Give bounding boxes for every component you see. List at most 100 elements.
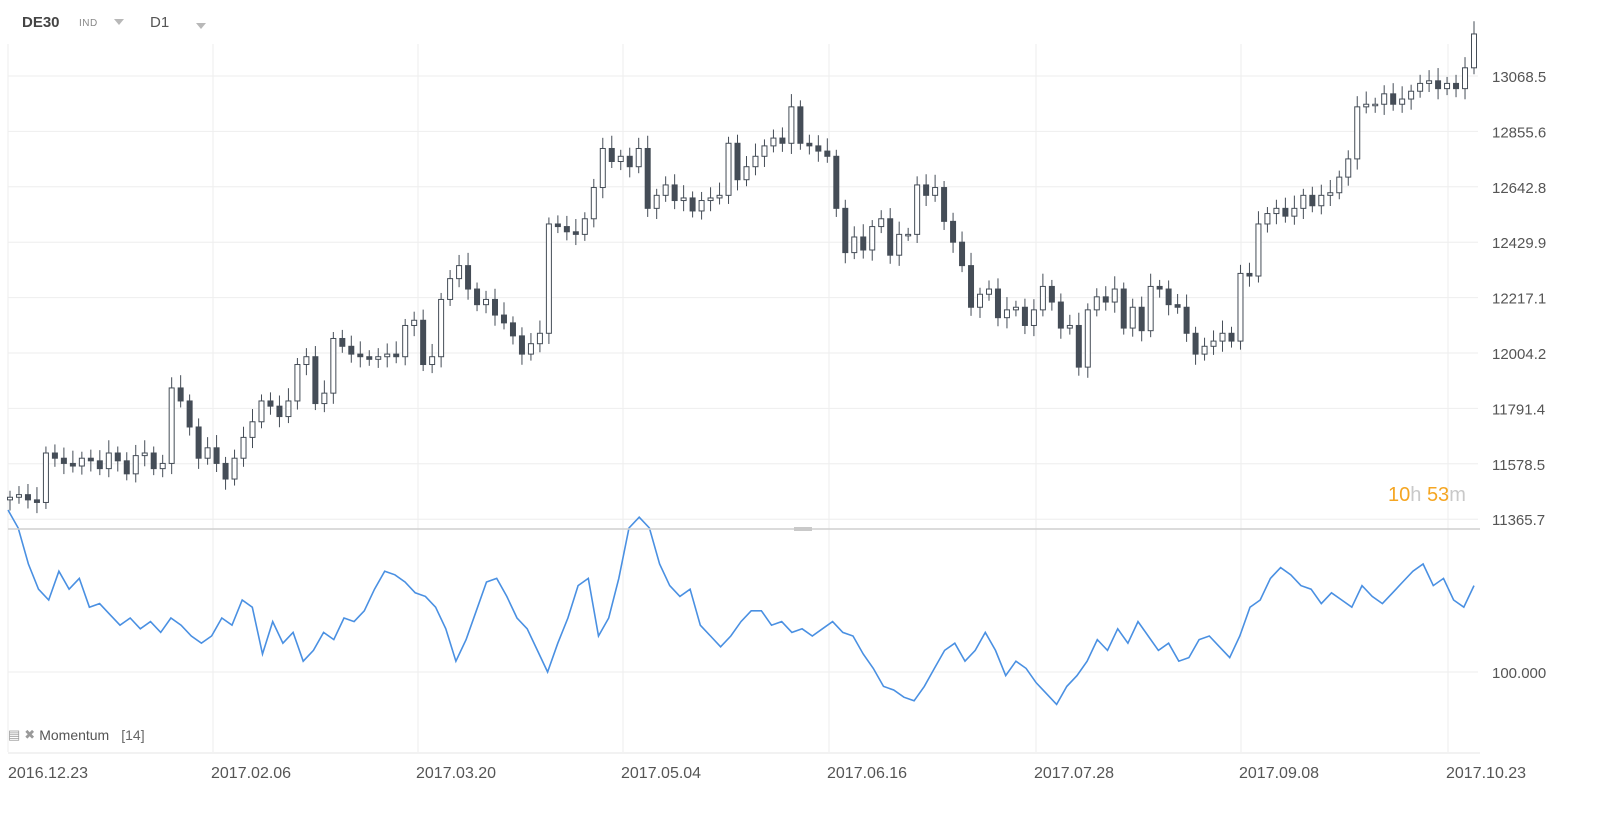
time-tick-label: 2016.12.23 xyxy=(8,765,88,782)
candle xyxy=(806,134,813,155)
candle xyxy=(114,446,121,472)
candle xyxy=(635,137,642,174)
candle xyxy=(420,309,427,372)
candle xyxy=(1318,184,1325,215)
candle xyxy=(896,221,903,266)
candle xyxy=(527,333,534,361)
timeframe-dropdown-icon[interactable] xyxy=(196,23,206,29)
chart-toolbar: DE30 IND D1 xyxy=(0,0,1617,44)
candle xyxy=(689,191,696,218)
candle xyxy=(779,127,786,152)
time-tick-label: 2017.06.16 xyxy=(827,765,907,782)
candle xyxy=(141,440,148,467)
candle xyxy=(500,302,507,330)
candle xyxy=(833,149,840,217)
instrument-type-label[interactable]: IND xyxy=(79,18,98,29)
candle xyxy=(51,444,58,467)
candle xyxy=(195,418,202,469)
price-tick-label: 12004.2 xyxy=(1492,346,1546,363)
pane-resize-handle[interactable] xyxy=(794,527,812,531)
candle xyxy=(644,135,651,217)
candle xyxy=(860,224,867,259)
candle xyxy=(1363,91,1370,114)
candle xyxy=(1273,199,1280,225)
candle xyxy=(1345,150,1352,186)
indicator-close-icon[interactable]: ✖ xyxy=(24,727,36,742)
candle xyxy=(258,394,265,429)
candle xyxy=(1102,286,1109,311)
candle xyxy=(1156,279,1163,298)
candle xyxy=(1237,264,1244,350)
candle xyxy=(42,446,49,509)
price-tick-label: 13068.5 xyxy=(1492,69,1546,86)
price-tick-label: 12217.1 xyxy=(1492,291,1546,308)
symbol-label[interactable]: DE30 xyxy=(22,14,60,31)
candle xyxy=(240,426,247,467)
candle xyxy=(357,341,364,368)
candle xyxy=(483,290,490,314)
candle xyxy=(1201,337,1208,361)
candle xyxy=(626,147,633,178)
candle xyxy=(1282,197,1289,223)
candle xyxy=(905,227,912,241)
candle xyxy=(608,135,615,169)
momentum-line xyxy=(7,509,1475,706)
candle xyxy=(33,487,40,514)
candle xyxy=(438,292,445,368)
candle xyxy=(572,219,579,246)
candle xyxy=(851,226,858,260)
price-tick-label: 12642.8 xyxy=(1492,180,1546,197)
candle xyxy=(465,252,472,300)
candle xyxy=(1147,273,1154,338)
candle xyxy=(1381,85,1388,115)
candle xyxy=(1165,280,1172,316)
timeframe-selector[interactable]: D1 xyxy=(150,14,170,31)
candle xyxy=(590,178,597,228)
price-tick-label: 12429.9 xyxy=(1492,235,1546,252)
candle xyxy=(959,231,966,273)
price-tick-label: 12855.6 xyxy=(1492,124,1546,141)
price-tick-label: 11365.7 xyxy=(1492,512,1545,529)
candlestick-series xyxy=(7,21,1477,514)
candle xyxy=(330,331,337,404)
candle xyxy=(60,447,67,475)
candle xyxy=(581,212,588,241)
candle xyxy=(1174,293,1181,314)
candle xyxy=(1192,326,1199,365)
countdown-minutes: 53 xyxy=(1426,484,1450,506)
candle xyxy=(878,210,885,234)
candle xyxy=(249,409,256,449)
countdown-minutes-unit: m xyxy=(1449,484,1466,506)
countdown-hours: 10 xyxy=(1388,484,1411,506)
candle xyxy=(168,377,175,475)
candle xyxy=(994,278,1001,327)
candle xyxy=(1129,298,1136,337)
candle xyxy=(213,435,220,473)
candle xyxy=(1399,86,1406,113)
time-axis: 2016.12.23 2017.02.06 2017.03.20 2017.05.04… xyxy=(8,765,1526,782)
candle xyxy=(366,350,373,366)
candle xyxy=(887,208,894,264)
instrument-dropdown-icon[interactable] xyxy=(114,19,124,25)
candle xyxy=(1453,74,1460,98)
candle xyxy=(1264,207,1271,233)
candle xyxy=(339,329,346,353)
candle xyxy=(402,318,409,366)
candle xyxy=(977,287,984,318)
candle xyxy=(788,94,795,154)
candle xyxy=(1219,320,1226,352)
candle xyxy=(285,388,292,424)
indicator-legend: ▤ ✖ Momentum [14] xyxy=(8,727,145,743)
candle xyxy=(87,449,94,472)
candle xyxy=(303,348,310,376)
candle xyxy=(132,444,139,483)
candle xyxy=(869,220,876,261)
grid-lines xyxy=(7,44,1480,754)
time-tick-label: 2017.07.28 xyxy=(1034,765,1114,782)
indicator-settings-icon[interactable]: ▤ xyxy=(8,727,21,742)
candle xyxy=(734,134,741,191)
candle xyxy=(1246,262,1253,287)
candle xyxy=(1030,299,1037,337)
candle xyxy=(456,254,463,288)
